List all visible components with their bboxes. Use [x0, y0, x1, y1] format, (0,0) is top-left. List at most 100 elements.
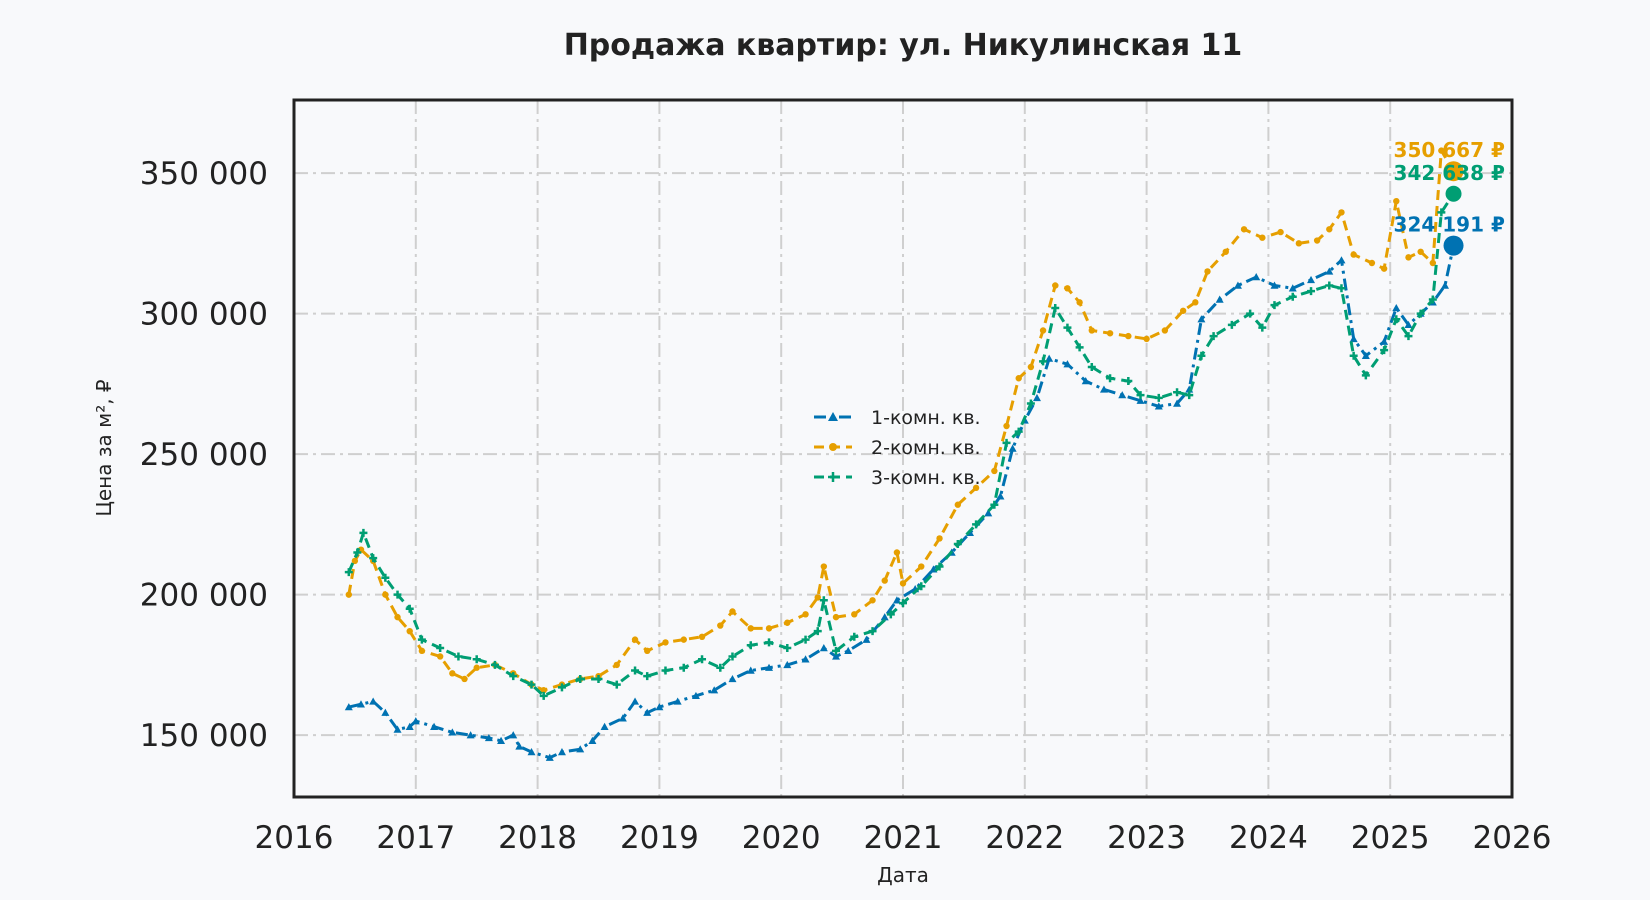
data-point: [466, 731, 475, 739]
end-point: [1443, 161, 1464, 182]
data-point: [984, 509, 993, 517]
data-point: [783, 660, 792, 669]
series-3: [344, 185, 1462, 700]
data-point: [405, 604, 414, 613]
data-point: [557, 683, 566, 692]
data-point: [600, 722, 609, 730]
data-point: [393, 725, 402, 733]
data-point: [1124, 377, 1133, 386]
data-point: [644, 647, 651, 655]
data-point: [1361, 351, 1370, 359]
y-tick-label: 200 000: [140, 578, 268, 614]
data-point: [631, 666, 640, 675]
data-point: [1179, 307, 1187, 314]
series-2: [345, 147, 1464, 694]
series-layer: [344, 147, 1464, 761]
data-point: [618, 714, 627, 722]
data-point: [576, 674, 585, 683]
data-point: [918, 563, 925, 570]
data-point: [484, 733, 493, 742]
data-point: [991, 467, 998, 475]
data-point: [1428, 295, 1437, 304]
data-point: [1270, 281, 1279, 289]
x-tick-labels: 2016 2017 2018 2019 2020 2021 2022 2023 2024 2025…: [255, 820, 1552, 856]
data-point: [1429, 259, 1437, 267]
data-point: [344, 568, 353, 577]
x-tick-label: 2018: [498, 820, 577, 856]
y-tick-label: 300 000: [140, 297, 268, 333]
x-tick-label: 2025: [1351, 820, 1430, 856]
data-point: [381, 573, 390, 582]
data-point: [1125, 332, 1132, 340]
x-tick-label: 2016: [255, 820, 334, 856]
data-point: [1227, 320, 1236, 329]
data-point: [394, 613, 401, 621]
data-point: [509, 672, 518, 681]
data-point: [588, 736, 597, 744]
data-point: [436, 644, 445, 653]
data-point: [461, 675, 468, 683]
data-point: [1064, 285, 1071, 292]
data-point: [1350, 251, 1357, 258]
data-point: [1246, 309, 1255, 318]
data-point: [869, 597, 876, 604]
data-point: [850, 632, 859, 641]
data-point: [509, 731, 518, 739]
data-point: [1087, 362, 1096, 371]
x-tick-label: 2023: [1107, 820, 1186, 856]
x-tick-label: 2019: [620, 820, 699, 856]
data-point: [557, 748, 566, 756]
data-point: [1338, 209, 1345, 216]
data-point: [844, 646, 853, 655]
data-point: [631, 636, 639, 643]
data-point: [1441, 281, 1450, 289]
data-point: [1259, 234, 1266, 241]
y-tick-label: 350 000: [140, 156, 268, 192]
data-point: [1045, 354, 1054, 362]
data-point: [1002, 438, 1011, 447]
data-point: [917, 582, 926, 591]
data-point: [892, 596, 901, 604]
data-point: [351, 557, 359, 565]
data-point: [784, 619, 791, 626]
data-point: [1027, 363, 1035, 371]
data-point: [1088, 327, 1095, 334]
x-tick-label: 2022: [985, 820, 1064, 856]
data-point: [936, 535, 943, 542]
data-point: [344, 703, 353, 711]
data-point: [802, 611, 809, 618]
data-point: [1349, 351, 1358, 360]
data-point: [1063, 323, 1072, 332]
data-point: [1288, 284, 1297, 292]
data-point: [473, 664, 480, 671]
data-point: [728, 652, 737, 661]
data-point: [728, 674, 737, 683]
data-point: [886, 610, 895, 619]
data-point: [1161, 327, 1169, 334]
data-point: [613, 661, 620, 669]
data-point: [1252, 273, 1261, 281]
x-axis-label: Дата: [877, 863, 929, 887]
data-point: [1015, 375, 1022, 382]
data-point: [612, 680, 621, 689]
data-point: [1277, 228, 1284, 236]
data-point: [472, 655, 481, 664]
data-point: [382, 591, 389, 598]
data-point: [1052, 282, 1059, 289]
data-point: [1192, 299, 1199, 306]
data-point: [1270, 301, 1279, 310]
data-point: [449, 670, 456, 677]
data-point: [353, 548, 362, 557]
data-point: [1209, 332, 1218, 341]
data-point: [436, 653, 444, 660]
data-point: [1222, 248, 1229, 255]
data-point: [813, 627, 822, 636]
data-point: [448, 728, 457, 736]
series-line: [347, 149, 1455, 692]
data-point: [868, 627, 877, 636]
end-label: 350 667 ₽: [1394, 138, 1505, 162]
legend-label: 2-комн. кв.: [871, 437, 981, 459]
data-point: [655, 703, 664, 711]
data-point: [765, 638, 774, 647]
